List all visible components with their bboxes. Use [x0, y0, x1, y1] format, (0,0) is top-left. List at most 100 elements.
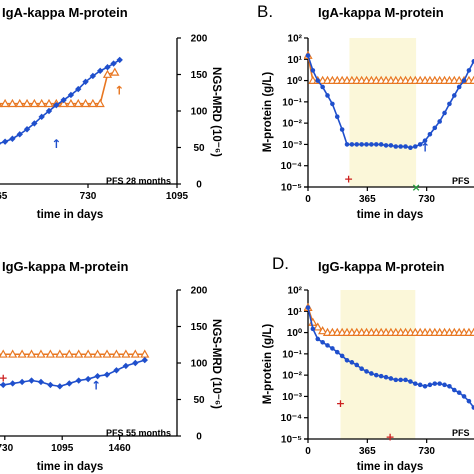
- panel-d-shaded-region: [340, 290, 416, 439]
- panel-c-y-tick-label: 100: [191, 359, 208, 370]
- panel-a-series-0-point: [38, 113, 45, 121]
- panel-c-plot-area: 730 1095 1460 0 50 100 150 200 + ↑: [0, 286, 208, 454]
- panel-c-series-0-point: [141, 356, 148, 364]
- panel-b-series-0-point: [461, 78, 467, 83]
- panel-c-series-1-point: [83, 349, 93, 358]
- panel-b-x-axis-label: time in days: [357, 209, 423, 221]
- panel-c-series-0-point: [47, 381, 54, 389]
- panel-d-y-axis-label: M-protein (g/L): [262, 324, 274, 405]
- panel-c-series-0-point: [94, 372, 101, 380]
- panel-b-y-tick-label: 10⁰: [287, 76, 302, 87]
- panel-b-series-0-point: [359, 142, 364, 147]
- panel-a-y-tick-label: 50: [193, 143, 205, 154]
- panel-c-series-0-point: [122, 362, 130, 370]
- panel-a-series-1-point: [0, 102, 3, 108]
- panel-a-y-tick-label: 100: [191, 107, 208, 118]
- panel-a-y-tick-label: 150: [191, 70, 208, 81]
- panel-b: B. IgA-kappa M-protein M-protein (g/L) 0…: [257, 2, 474, 221]
- panel-d-y-tick-label: 10⁻⁵: [281, 435, 302, 446]
- panel-d: D. IgG-kappa M-protein M-protein (g/L) 0…: [262, 254, 474, 473]
- panel-c-series-1-point: [0, 349, 8, 358]
- panel-a-y-tick-label: 200: [191, 34, 208, 45]
- panel-a-series-1-point: [37, 98, 47, 108]
- panel-a-title: IgA-kappa M-protein: [2, 5, 128, 20]
- panel-d-series-0-point: [393, 377, 399, 383]
- panel-c-x-tick-label: 1095: [51, 443, 74, 454]
- panel-b-series-0-point: [354, 142, 360, 147]
- panel-c-y-tick-label: 150: [191, 322, 208, 333]
- panel-d-series-0-point: [320, 339, 325, 345]
- panel-b-y-tick-label: 10¹: [288, 55, 303, 66]
- panel-d-series-0-point: [354, 362, 360, 368]
- panel-a-series-group: [0, 56, 123, 145]
- panel-a-series-0-point: [89, 72, 97, 80]
- panel-a-series-1-point: [66, 98, 76, 108]
- panel-b-series-0-point: [417, 142, 423, 147]
- panel-b-letter: B.: [257, 2, 273, 21]
- panel-b-series-0-point: [373, 142, 379, 147]
- panel-a-pfs-note: PFS 28 months: [106, 176, 171, 186]
- panel-b-series-0-point: [364, 142, 369, 147]
- panel-a-series-0-point: [45, 107, 53, 115]
- panel-b-series-0-point: [466, 68, 472, 73]
- panel-b-title: IgA-kappa M-protein: [318, 5, 444, 20]
- panel-b-series-0-point: [330, 101, 335, 107]
- panel-d-series-0-point: [447, 383, 452, 389]
- panel-b-series-0-point: [452, 93, 457, 98]
- panel-b-series-0-point: [339, 127, 345, 132]
- panel-c-series-0-point: [84, 375, 92, 383]
- panel-a-series-0-point: [82, 78, 89, 85]
- panel-a-series-0-point: [23, 126, 31, 133]
- panel-a-y-tick-label: 0: [196, 180, 202, 191]
- panel-d-series-0-point: [325, 343, 330, 348]
- panel-a-series-1-point: [80, 98, 91, 108]
- panel-c-series-0-point: [113, 367, 120, 374]
- panel-b-y-tick-label: 10⁻³: [282, 140, 302, 151]
- panel-b-x-tick-label: 730: [418, 194, 435, 205]
- panel-d-letter: D.: [272, 254, 289, 273]
- panel-d-series-0-point: [339, 353, 345, 359]
- panel-d-event-marker: +: [336, 397, 345, 410]
- panel-c-series-1-point: [102, 349, 112, 358]
- panel-a-event-marker: ↑: [114, 84, 124, 98]
- panel-b-event-marker: ↑: [420, 141, 430, 155]
- panel-d-y-tick-label: 10¹: [288, 307, 303, 318]
- panel-a-series-0-point: [31, 120, 38, 127]
- panel-b-series-0-point: [378, 142, 384, 147]
- panel-a-series-1-point: [88, 98, 98, 108]
- panel-b-series-0-point: [325, 93, 330, 98]
- panel-a-x-tick-label: 730: [80, 191, 97, 202]
- panel-a-series-1-point: [110, 67, 120, 76]
- panel-d-series-0-point: [442, 382, 447, 388]
- panel-a-series-1-point: [102, 69, 113, 78]
- panel-c-x-tick-label: 730: [0, 443, 14, 454]
- panel-d-series-0-point: [378, 373, 384, 379]
- panel-b-y-tick-label: 10²: [288, 34, 303, 45]
- panel-b-series-0-point: [456, 84, 462, 90]
- panel-c-title: IgG-kappa M-protein: [2, 259, 128, 274]
- panel-d-series-0-point: [373, 372, 379, 378]
- panel-a-x-tick-label: 1095: [166, 191, 189, 202]
- panel-b-y-tick-label: 10⁻²: [282, 119, 302, 130]
- panel-a-series-0-point: [16, 131, 23, 138]
- panel-b-series-0-point: [315, 78, 321, 83]
- panel-d-x-tick-label: 730: [418, 446, 435, 457]
- panel-b-x-tick-label: 365: [359, 194, 376, 205]
- panel-a-series-0-point: [104, 64, 111, 71]
- panel-c-series-0-point: [18, 378, 26, 386]
- panel-c-series-0-point: [28, 377, 35, 384]
- panel-b-series-0-point: [320, 84, 325, 90]
- panel-d-y-tick-label: 10⁻⁴: [281, 413, 302, 424]
- panel-d-event-marker: +: [385, 431, 394, 444]
- panel-b-series-0-point: [344, 142, 350, 147]
- panel-c-right-y-axis-label: NGS-MRD (10⁻⁶): [210, 319, 222, 409]
- panel-d-series-0-point: [330, 346, 335, 351]
- panel-d-series-1-point: [318, 326, 328, 335]
- panel-b-series-0-point: [383, 143, 389, 148]
- panel-a-series-0-point: [110, 60, 117, 67]
- panel-b-series-0-point: [427, 131, 433, 137]
- panel-c-y-tick-label: 0: [196, 432, 202, 443]
- panel-d-title: IgG-kappa M-protein: [318, 259, 444, 274]
- panel-d-series-0-point: [369, 371, 374, 376]
